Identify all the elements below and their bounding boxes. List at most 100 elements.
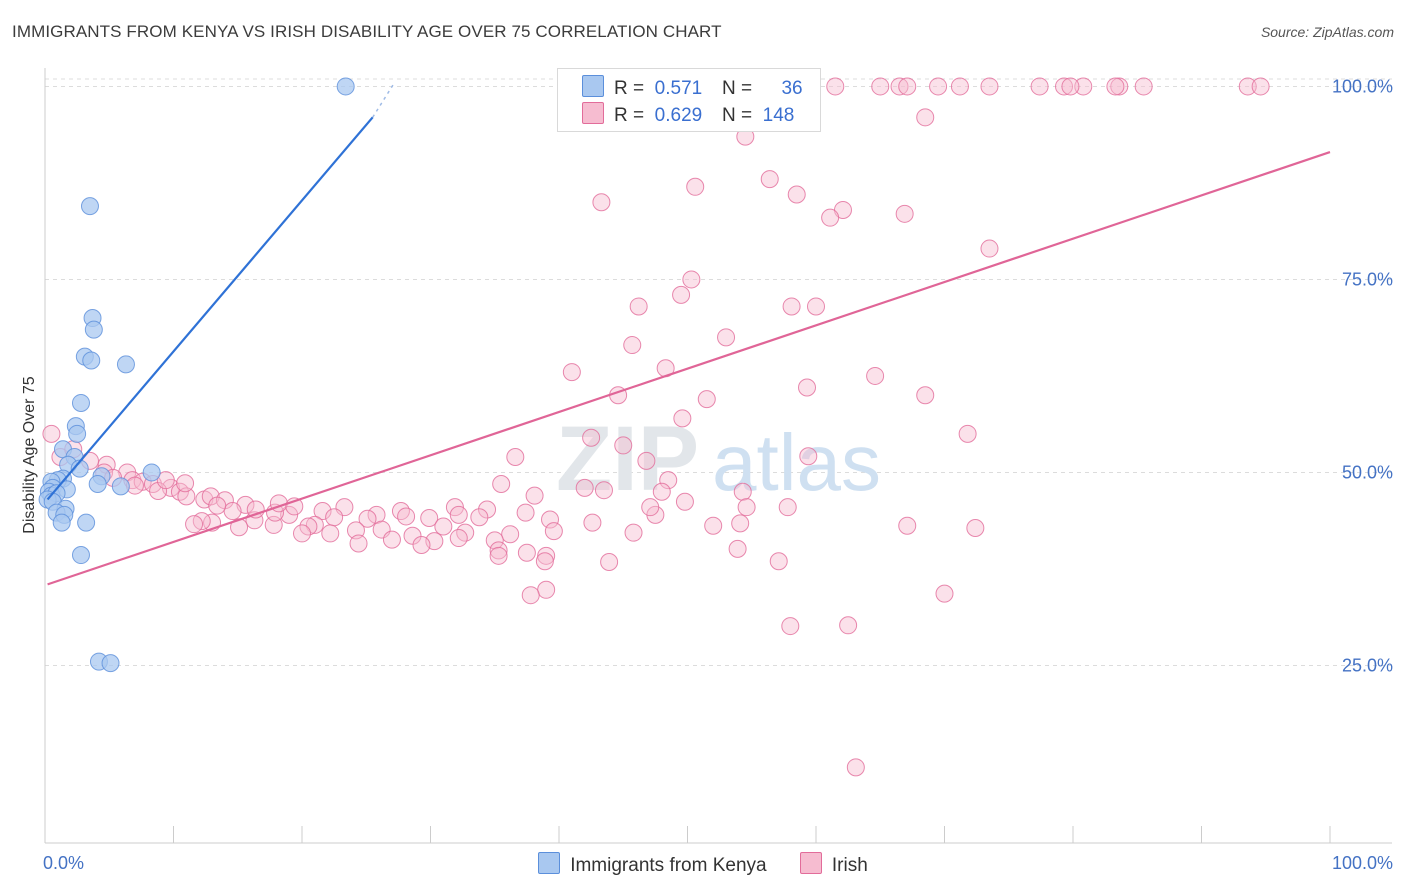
irish-point	[704, 516, 723, 535]
irish-point	[382, 530, 401, 549]
legend-item-kenya[interactable]: Immigrants from Kenya	[538, 852, 767, 877]
n-value-irish: 148	[762, 105, 795, 126]
irish-point	[614, 436, 633, 455]
irish-point	[652, 482, 671, 501]
kenya-point	[80, 197, 99, 216]
irish-point	[517, 543, 536, 562]
irish-point	[769, 552, 788, 571]
n-value-kenya: 36	[781, 78, 803, 99]
irish-point	[929, 77, 948, 96]
irish-point	[787, 185, 806, 204]
irish-point	[208, 496, 227, 515]
irish-point	[935, 584, 954, 603]
irish-point	[760, 170, 779, 189]
source-attribution: Source: ZipAtlas.com	[1260, 24, 1394, 40]
kenya-point	[142, 463, 161, 482]
irish-point	[898, 516, 917, 535]
irish-point	[682, 270, 701, 289]
irish-point	[898, 77, 917, 96]
irish-point	[313, 502, 332, 521]
series-legend: Immigrants from Kenya Irish	[0, 852, 1406, 877]
kenya-point	[77, 513, 96, 532]
irish-point	[470, 508, 489, 527]
irish-point	[731, 514, 750, 533]
kenya-point	[71, 546, 90, 565]
irish-point	[629, 297, 648, 316]
irish-point	[1134, 77, 1153, 96]
kenya-point	[116, 355, 135, 374]
irish-point	[537, 546, 556, 565]
legend-item-irish[interactable]: Irish	[799, 852, 868, 877]
irish-point	[871, 77, 890, 96]
irish-point	[600, 552, 619, 571]
r-label: R =	[614, 105, 645, 126]
irish-point	[358, 509, 377, 528]
irish-point	[782, 297, 801, 316]
y-tick-label: 100.0%	[1332, 76, 1393, 96]
irish-point	[177, 487, 196, 506]
irish-point	[325, 508, 344, 527]
irish-point	[950, 77, 969, 96]
irish-point	[799, 447, 818, 466]
irish-point	[575, 478, 594, 497]
irish-point	[449, 529, 468, 548]
irish-point	[349, 534, 368, 553]
irish-point	[1055, 77, 1074, 96]
irish-point	[403, 526, 422, 545]
irish-point	[659, 471, 678, 490]
irish-point	[1030, 77, 1049, 96]
r-value-irish: 0.629	[654, 105, 703, 126]
irish-point	[733, 482, 752, 501]
irish-point	[594, 481, 613, 500]
irish-point	[958, 424, 977, 443]
irish-point	[623, 336, 642, 355]
irish-point	[541, 510, 560, 529]
irish-point	[201, 487, 220, 506]
irish-point	[501, 525, 520, 544]
irish-point	[1061, 77, 1080, 96]
irish-point	[697, 390, 716, 409]
irish-point	[980, 77, 999, 96]
irish-point	[675, 492, 694, 511]
irish-point	[525, 486, 544, 505]
watermark: ZIP atlas	[556, 408, 881, 510]
irish-point	[821, 208, 840, 227]
r-value-kenya: 0.571	[654, 78, 703, 99]
irish-point	[916, 108, 935, 127]
kenya-swatch-icon	[582, 75, 604, 97]
axes	[44, 68, 1392, 844]
legend-row-kenya: R = 0.571 N = 36	[582, 75, 803, 101]
irish-point	[223, 502, 242, 521]
irish-point	[672, 285, 691, 304]
irish-point	[1106, 77, 1125, 96]
r-label: R =	[614, 78, 645, 99]
irish-point	[890, 77, 909, 96]
irish-point	[637, 451, 656, 470]
y-tick-label: 75.0%	[1342, 269, 1393, 289]
irish-point	[798, 378, 817, 397]
irish-point	[391, 502, 410, 521]
irish-point	[478, 500, 497, 519]
irish-point	[492, 475, 511, 494]
irish-point	[420, 508, 439, 527]
series-irish	[42, 77, 1270, 777]
x-tick-label: 100.0%	[1332, 853, 1393, 873]
kenya-point	[88, 475, 107, 494]
kenya-point	[336, 77, 355, 96]
watermark-atlas: atlas	[712, 418, 881, 507]
irish-point	[1238, 77, 1257, 96]
irish-point	[305, 515, 324, 534]
chart-title: IMMIGRANTS FROM KENYA VS IRISH DISABILIT…	[12, 22, 722, 41]
irish-point	[686, 177, 705, 196]
irish-point	[346, 521, 365, 540]
kenya-trend-extension	[372, 82, 396, 118]
kenya-trend-line	[46, 116, 374, 501]
irish-point	[562, 363, 581, 382]
irish-point	[485, 531, 504, 550]
kenya-point	[82, 351, 101, 370]
irish-point	[916, 386, 935, 405]
kenya-point	[68, 424, 87, 443]
irish-point	[156, 471, 175, 490]
watermark-zip: ZIP	[556, 408, 699, 510]
